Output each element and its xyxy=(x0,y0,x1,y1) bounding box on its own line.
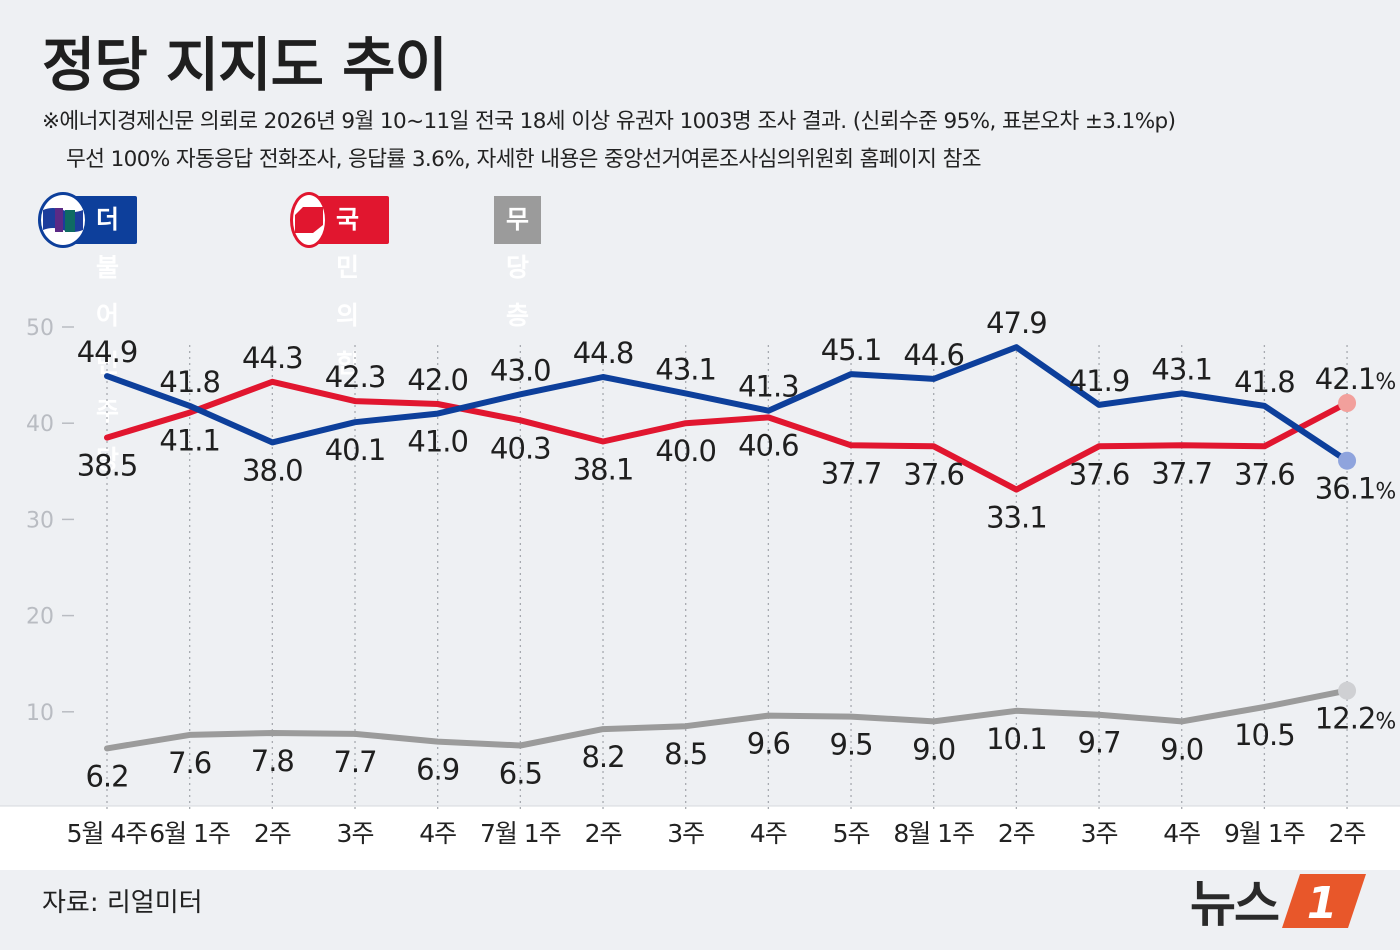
x-tick-label: 4주 xyxy=(419,819,456,848)
data-label: 7.7 xyxy=(333,745,376,779)
data-label: 43.1 xyxy=(1151,352,1212,386)
people-power-party-icon xyxy=(290,192,328,248)
data-label: 42.3 xyxy=(325,360,386,394)
data-label-unit: % xyxy=(1375,710,1395,735)
data-label: 40.1 xyxy=(325,433,386,467)
x-tick-label: 7월 1주 xyxy=(480,819,561,848)
x-tick-label: 2주 xyxy=(1329,819,1366,848)
logo-text: 뉴스 xyxy=(1190,875,1280,933)
data-label: 47.9 xyxy=(986,306,1047,340)
x-tick-label: 3주 xyxy=(337,819,374,848)
x-tick-label: 2주 xyxy=(585,819,622,848)
data-label: 37.7 xyxy=(821,456,882,490)
legend-label-independent: 무당층 xyxy=(494,196,542,330)
data-label: 38.5 xyxy=(77,449,138,483)
legend-label-ppp: 국민의힘 xyxy=(314,196,389,378)
data-label: 44.3 xyxy=(242,341,303,375)
data-label: 37.6 xyxy=(903,457,964,491)
series-line xyxy=(104,378,1350,493)
data-label: 41.3 xyxy=(738,370,799,404)
data-label: 44.8 xyxy=(573,336,634,370)
data-label: 44.6 xyxy=(903,338,964,372)
data-label: 37.6 xyxy=(1234,457,1295,491)
x-axis-band xyxy=(0,806,1400,870)
x-tick-label: 4주 xyxy=(1163,819,1200,848)
line-chart: 10 20 30 40 50 5월 4주 6월 1주 2주 3주 4주 7월 1주 2주 3주 4주 5주 8… xyxy=(0,306,1400,870)
data-label: 43.0 xyxy=(490,353,551,387)
data-label: 36.1% xyxy=(1315,472,1396,506)
data-label: 38.0 xyxy=(242,453,303,487)
x-tick-label: 2주 xyxy=(998,819,1035,848)
x-tick-label: 2주 xyxy=(254,819,291,848)
data-label: 7.6 xyxy=(168,746,211,780)
data-label: 38.1 xyxy=(573,452,634,486)
data-label: 41.8 xyxy=(159,365,220,399)
data-label-value: 12.2 xyxy=(1315,702,1376,736)
data-label-unit: % xyxy=(1375,480,1395,505)
y-tick-label: 30 xyxy=(26,508,54,533)
data-label: 7.8 xyxy=(251,744,294,778)
data-label: 41.0 xyxy=(407,425,468,459)
data-label: 12.2% xyxy=(1315,702,1396,736)
x-tick-label: 8월 1주 xyxy=(893,819,974,848)
survey-note-line-1: ※에너지경제신문 의뢰로 2026년 9월 10~11일 전국 18세 이상 유… xyxy=(42,109,1176,134)
x-tick-label: 3주 xyxy=(1081,819,1118,848)
x-tick-label: 5월 4주 xyxy=(67,819,148,848)
data-label: 40.3 xyxy=(490,431,551,465)
data-label: 41.9 xyxy=(1069,364,1130,398)
data-label: 44.9 xyxy=(77,335,138,369)
news1-logo: 뉴스 1 xyxy=(1190,868,1370,933)
data-label-value: 42.1 xyxy=(1315,362,1376,396)
logo-mark-text: 1 xyxy=(1307,878,1338,929)
y-tick-label: 40 xyxy=(26,412,54,437)
x-tick-label: 3주 xyxy=(667,819,704,848)
data-label: 42.0 xyxy=(407,363,468,397)
legend-item-democratic: 더불어민주당 xyxy=(38,190,137,474)
y-tick-label: 50 xyxy=(26,316,54,341)
data-label-value: 36.1 xyxy=(1315,472,1376,506)
data-label: 6.9 xyxy=(416,753,459,787)
data-label: 37.7 xyxy=(1151,456,1212,490)
source-note: 자료: 리얼미터 xyxy=(42,888,203,918)
x-tick-label: 9월 1주 xyxy=(1224,819,1305,848)
data-label: 6.2 xyxy=(85,759,128,793)
data-label: 9.7 xyxy=(1077,726,1120,760)
data-label: 45.1 xyxy=(821,333,882,367)
data-label: 41.1 xyxy=(159,424,220,458)
data-label-unit: % xyxy=(1375,370,1395,395)
data-label: 10.1 xyxy=(986,722,1047,756)
data-label: 10.5 xyxy=(1234,718,1295,752)
data-label: 42.1% xyxy=(1315,362,1396,396)
data-label: 37.6 xyxy=(1069,457,1130,491)
data-label: 9.0 xyxy=(912,732,955,766)
x-tick-label: 5주 xyxy=(833,819,870,848)
data-label: 40.6 xyxy=(738,428,799,462)
democratic-party-icon xyxy=(38,192,88,248)
x-tick-label: 6월 1주 xyxy=(149,819,230,848)
series-end-marker xyxy=(1338,393,1357,412)
series-line xyxy=(104,344,1350,464)
data-label: 6.5 xyxy=(499,756,542,790)
series-end-marker xyxy=(1338,681,1357,700)
x-tick-label: 4주 xyxy=(750,819,787,848)
survey-note-line-2: 무선 100% 자동응답 전화조사, 응답률 3.6%, 자세한 내용은 중앙선… xyxy=(66,147,982,172)
series-end-marker xyxy=(1338,451,1357,470)
data-label: 8.2 xyxy=(581,740,624,774)
data-label: 40.0 xyxy=(655,434,716,468)
data-label: 33.1 xyxy=(986,501,1047,535)
y-tick-label: 10 xyxy=(26,701,54,726)
chart-title: 정당 지지도 추이 xyxy=(42,31,448,99)
data-label: 41.8 xyxy=(1234,365,1295,399)
data-label: 9.6 xyxy=(747,727,790,761)
series-line xyxy=(104,687,1350,752)
y-tick-label: 20 xyxy=(26,605,54,630)
logo-mark-icon: 1 xyxy=(1282,874,1366,929)
data-label: 8.5 xyxy=(664,737,707,771)
data-label: 43.1 xyxy=(655,352,716,386)
data-label: 9.5 xyxy=(829,728,872,762)
data-label: 9.0 xyxy=(1160,732,1203,766)
legend-item-ppp: 국민의힘 xyxy=(290,190,389,378)
